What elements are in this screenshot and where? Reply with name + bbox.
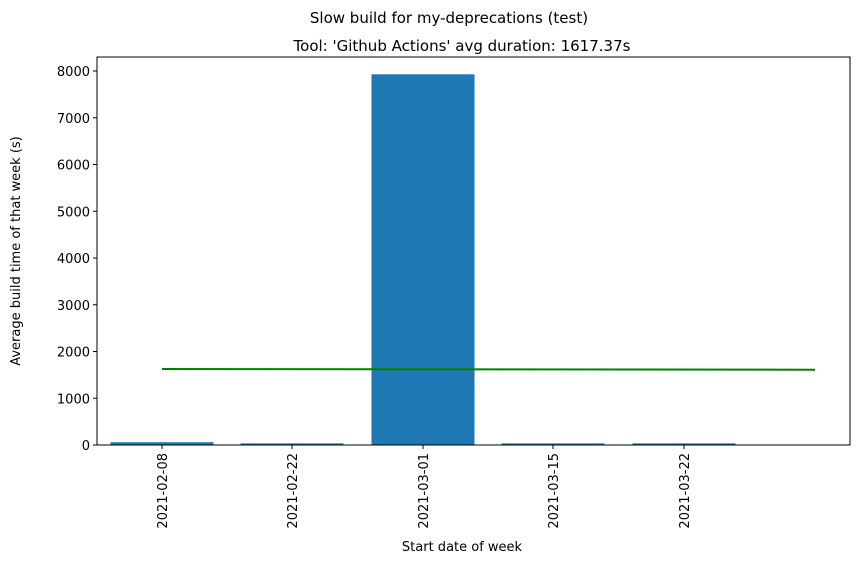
bar bbox=[240, 443, 344, 445]
y-tick-label: 6000 bbox=[57, 159, 90, 174]
y-tick-label: 3000 bbox=[57, 299, 90, 314]
x-tick-label: 2021-03-01 bbox=[417, 453, 432, 529]
y-tick-label: 4000 bbox=[57, 252, 90, 267]
x-axis-label: Start date of week bbox=[402, 540, 523, 555]
trend-line bbox=[161, 368, 816, 371]
y-tick-label: 7000 bbox=[57, 112, 90, 127]
y-tick-label: 8000 bbox=[57, 65, 90, 80]
y-tick-label: 0 bbox=[82, 439, 90, 454]
chart-suptitle: Slow build for my-deprecations (test) bbox=[310, 9, 588, 27]
bar bbox=[501, 443, 605, 445]
y-tick-label: 1000 bbox=[57, 392, 90, 407]
x-axis-ticks: 2021-02-08 2021-02-22 2021-03-01 2021-03-15… bbox=[156, 445, 693, 529]
x-tick-label: 2021-03-15 bbox=[547, 453, 562, 529]
plot-frame bbox=[96, 56, 851, 446]
bar bbox=[371, 74, 475, 445]
y-axis-label: Average build time of that week (s) bbox=[9, 136, 24, 366]
x-tick-label: 2021-03-22 bbox=[678, 453, 693, 529]
x-tick-label: 2021-02-22 bbox=[286, 453, 301, 529]
y-tick-label: 5000 bbox=[57, 205, 90, 220]
x-tick-label: 2021-02-08 bbox=[156, 453, 171, 529]
bar bbox=[110, 442, 214, 445]
bar bbox=[632, 443, 736, 445]
chart-title: Tool: 'Github Actions' avg duration: 161… bbox=[293, 37, 631, 55]
bars bbox=[110, 74, 736, 445]
y-axis-ticks: 0 1000 2000 3000 4000 5000 6000 7000 8000 bbox=[57, 65, 97, 454]
y-tick-label: 2000 bbox=[57, 346, 90, 361]
